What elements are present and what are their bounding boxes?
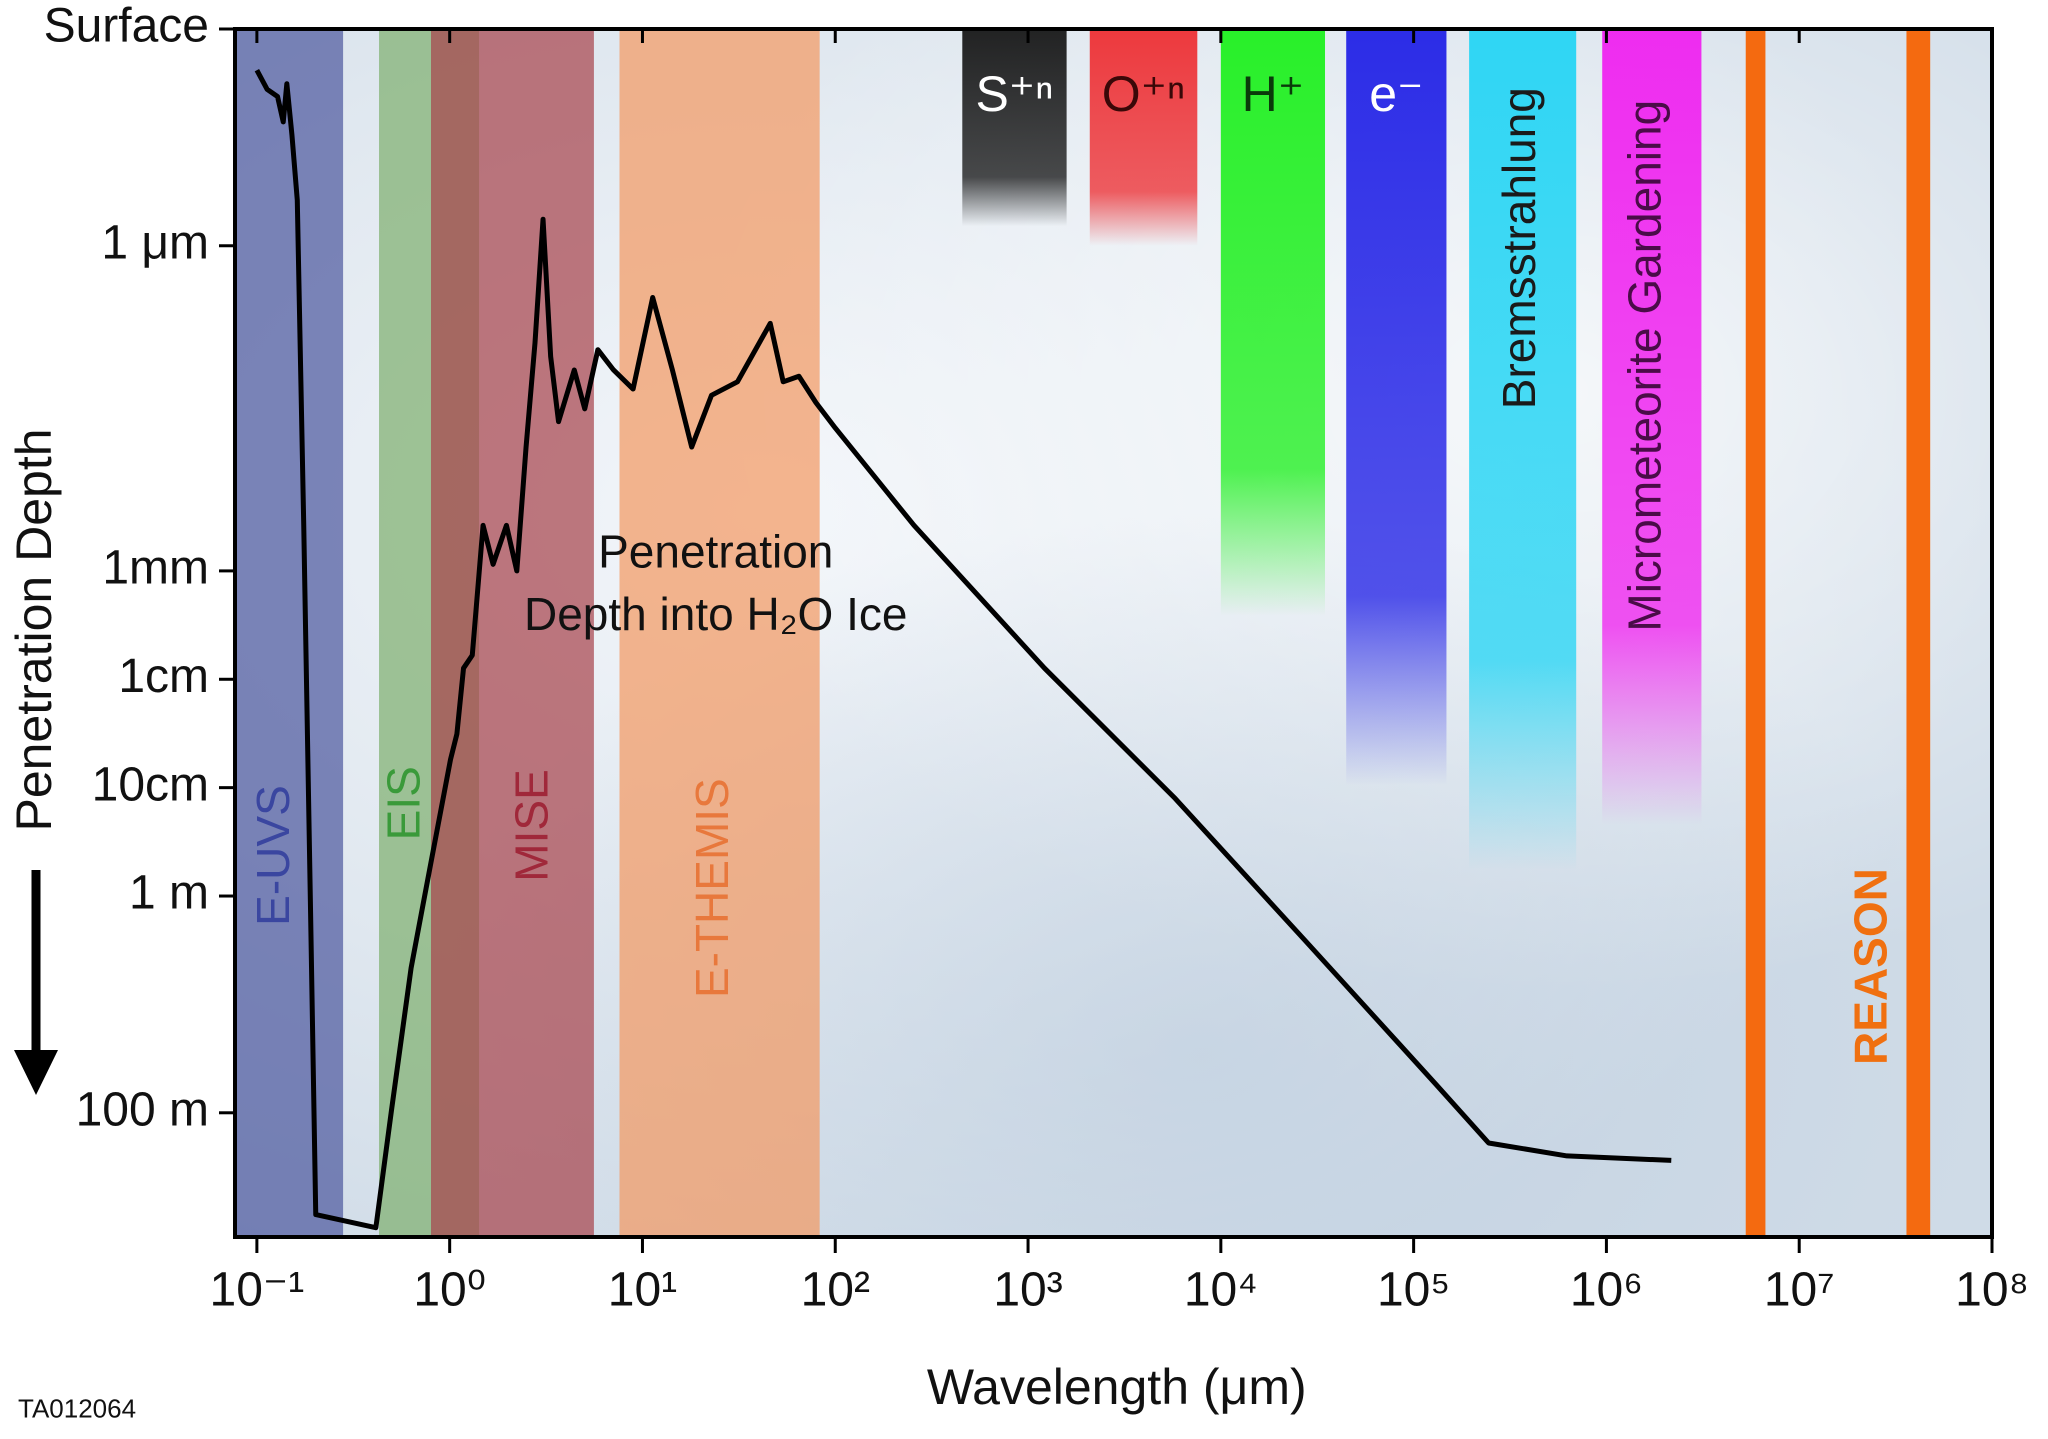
band [1906, 29, 1931, 1237]
band-label: REASON [1844, 868, 1896, 1065]
y-tick-label: 100 m [76, 1083, 209, 1136]
penetration-curve [254, 69, 1672, 1231]
band [619, 29, 820, 1237]
y-tick-label: Surface [44, 0, 209, 53]
band-label: S⁺ⁿ [975, 66, 1053, 122]
annotation: Depth into H₂O Ice [524, 588, 907, 640]
band-label: MISE [506, 769, 558, 881]
x-tick-label: 10⁻¹ [210, 1264, 305, 1317]
band [1745, 29, 1766, 1237]
band [1220, 29, 1326, 616]
curve-layer [254, 69, 1672, 1231]
y-tick-label: 1 μm [101, 216, 209, 269]
x-tick-label: 10⁷ [1764, 1264, 1835, 1317]
band-label: E-THEMIS [686, 778, 738, 998]
band-label: Bremsstrahlung [1493, 87, 1545, 409]
x-axis-title: Wavelength (μm) [927, 1359, 1307, 1415]
band [962, 29, 1067, 227]
band [430, 29, 594, 1237]
plot-frame [233, 27, 1994, 1239]
band [1469, 29, 1577, 871]
x-tick-label: 10⁶ [1570, 1264, 1643, 1317]
y-axis-title: Penetration Depth [6, 428, 62, 831]
band-label: EIS [378, 766, 430, 840]
y-tick-label: 1cm [118, 650, 209, 703]
bands [235, 29, 1931, 1237]
band-label: E-UVS [247, 785, 299, 926]
axes: 10⁻¹ 10⁰ 10¹ 10² 10³ 10⁴ 10⁵ 10⁶ 10⁷ 10⁸ Surface 1 … [6, 0, 2029, 1423]
labels: E-UVS EIS MISE E-THEMIS S⁺ⁿ O⁺ⁿ H⁺ e⁻ Bremsstrah… [247, 66, 1896, 1065]
x-tick-label: 10³ [993, 1264, 1062, 1317]
y-tick-label: 1 m [129, 867, 209, 920]
band-label: Micrometeorite Gardening [1618, 100, 1670, 632]
y-tick-label: 10cm [92, 758, 209, 811]
band [1346, 29, 1447, 786]
band-label: e⁻ [1369, 66, 1423, 122]
depth-arrow-head [14, 1050, 58, 1095]
band [235, 29, 344, 1237]
band-label: H⁺ [1242, 66, 1305, 122]
x-tick-label: 10⁰ [413, 1264, 486, 1317]
x-tick-label: 10⁵ [1377, 1264, 1450, 1317]
x-tick-label: 10² [801, 1264, 870, 1317]
annotation: Penetration [598, 525, 833, 577]
band-label: O⁺ⁿ [1102, 66, 1186, 122]
band [1089, 29, 1198, 246]
x-tick-label: 10⁸ [1955, 1264, 2029, 1317]
footer: TA012064 [18, 1393, 136, 1423]
y-tick-label: 1mm [102, 542, 209, 595]
band [1602, 29, 1702, 825]
x-tick-label: 10¹ [608, 1264, 677, 1317]
x-tick-label: 10⁴ [1184, 1264, 1258, 1317]
